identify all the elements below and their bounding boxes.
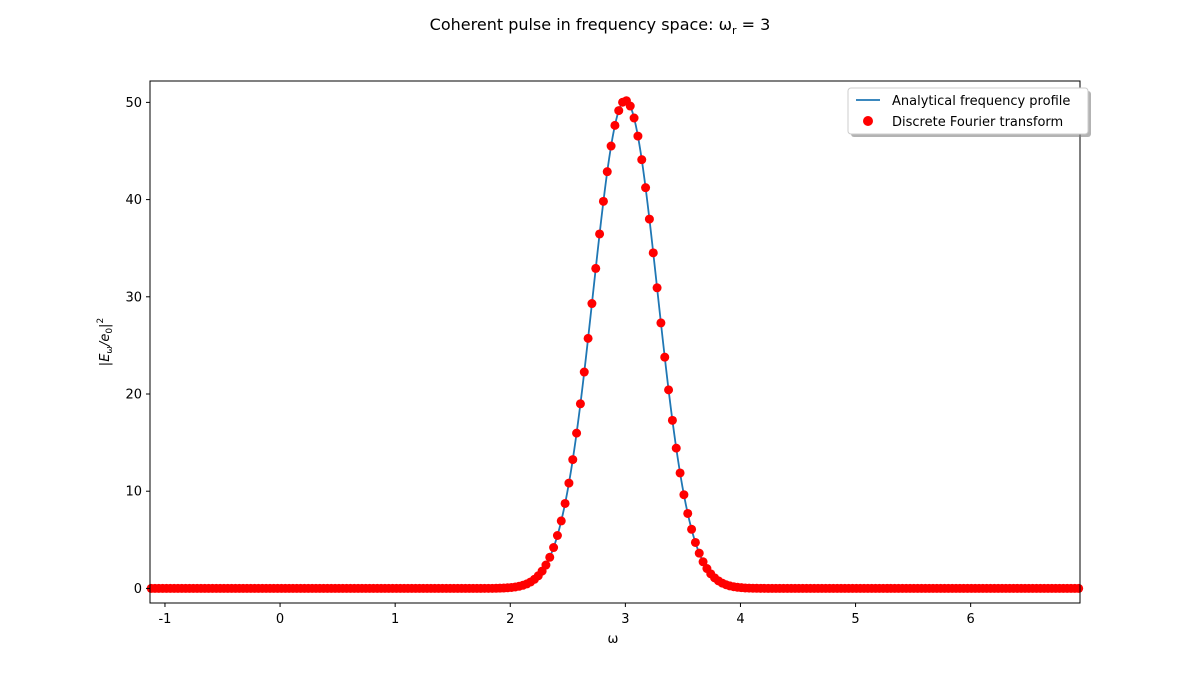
scatter-point <box>564 478 574 488</box>
scatter-point <box>556 516 566 526</box>
x-tick-label: 0 <box>276 612 284 627</box>
scatter-point <box>648 248 658 258</box>
scatter-point <box>598 196 608 206</box>
scatter-point <box>633 131 643 141</box>
y-tick-label: 30 <box>125 290 142 305</box>
x-tick-label: 5 <box>851 612 859 627</box>
x-tick-label: -1 <box>158 612 171 627</box>
scatter-point <box>664 385 674 395</box>
legend-label-dft: Discrete Fourier transform <box>892 115 1063 130</box>
scatter-point <box>575 399 585 409</box>
series-line-analytical <box>150 99 1080 590</box>
legend-marker-swatch <box>863 116 873 126</box>
scatter-point <box>652 283 662 293</box>
plot-frame <box>149 80 1081 604</box>
scatter-point <box>629 113 639 123</box>
scatter-point <box>644 214 654 224</box>
scatter-point <box>614 106 624 116</box>
scatter-point <box>683 508 693 518</box>
scatter-point <box>698 557 708 567</box>
scatter-point <box>587 299 597 309</box>
y-tick-label: 0 <box>134 582 142 597</box>
legend-label-analytical: Analytical frequency profile <box>892 94 1070 109</box>
scatter-point <box>591 263 601 273</box>
scatter-point <box>545 552 555 562</box>
scatter-point <box>687 524 697 534</box>
y-axis: 0 10 20 30 40 50 <box>125 96 150 597</box>
x-tick-label: 6 <box>967 612 975 627</box>
chart-title: Coherent pulse in frequency space: ωr = … <box>430 15 771 37</box>
y-tick-label: 50 <box>125 96 142 111</box>
plot-area <box>146 96 1084 593</box>
scatter-point <box>572 428 582 438</box>
x-tick-label: 2 <box>506 612 514 627</box>
scatter-point <box>560 498 570 508</box>
scatter-point <box>583 333 593 343</box>
scatter-point <box>552 531 562 540</box>
scatter-point <box>656 318 666 328</box>
scatter-point <box>1074 583 1084 593</box>
scatter-point <box>641 183 651 193</box>
scatter-point <box>637 155 647 165</box>
scatter-point <box>625 101 635 111</box>
x-tick-label: 1 <box>391 612 399 627</box>
x-tick-label: 4 <box>736 612 744 627</box>
scatter-point <box>595 229 605 239</box>
y-axis-label: |Eω/e0|2 <box>96 318 115 366</box>
scatter-point <box>602 167 612 177</box>
x-axis: -1 0 1 2 3 4 5 6 <box>158 603 975 627</box>
scatter-point <box>549 543 559 553</box>
x-axis-label: ω <box>608 632 619 647</box>
scatter-point <box>606 141 616 151</box>
scatter-point <box>541 560 551 570</box>
scatter-point <box>610 120 620 130</box>
scatter-point <box>679 490 689 500</box>
scatter-point <box>667 415 677 425</box>
y-tick-label: 10 <box>125 485 142 500</box>
scatter-point <box>568 455 578 465</box>
x-tick-label: 3 <box>621 612 629 627</box>
scatter-point <box>579 367 589 377</box>
legend-box <box>847 87 1089 135</box>
scatter-point <box>675 468 685 478</box>
legend: Analytical frequency profile Discrete Fo… <box>847 87 1091 137</box>
scatter-point <box>671 443 681 453</box>
scatter-point <box>690 537 700 547</box>
scatter-point <box>660 352 670 362</box>
scatter-point <box>694 548 704 558</box>
y-tick-label: 20 <box>125 388 142 403</box>
y-tick-label: 40 <box>125 193 142 208</box>
